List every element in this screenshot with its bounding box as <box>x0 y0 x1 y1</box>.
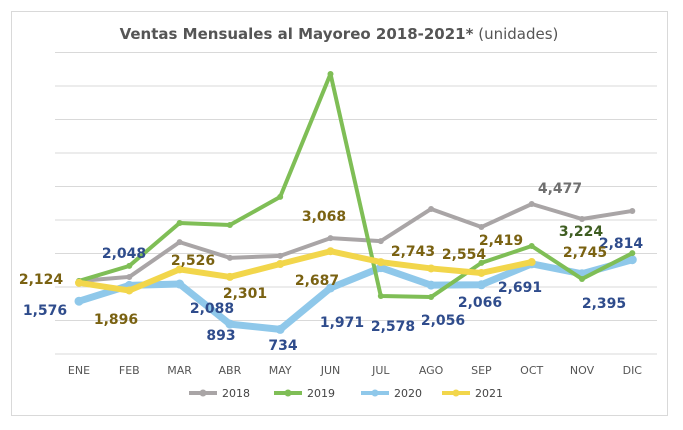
x-tick-label: JUL <box>371 364 390 377</box>
data-point-2020 <box>476 280 486 290</box>
data-point-2020 <box>627 255 637 265</box>
data-point-2018 <box>377 238 384 245</box>
data-point-2018 <box>428 205 435 212</box>
data-point-2021 <box>75 278 83 287</box>
series-line-2018 <box>77 202 635 283</box>
data-label-2021: 2,745 <box>563 245 607 261</box>
data-label-2020: 2,088 <box>190 301 234 317</box>
data-label-2020: 893 <box>206 328 235 344</box>
data-point-2019 <box>377 293 384 300</box>
data-point-2019 <box>579 275 585 282</box>
data-point-2019 <box>176 220 183 227</box>
data-label-2019: 3,224 <box>559 224 604 240</box>
data-point-2018 <box>528 201 535 208</box>
data-point-2019 <box>528 242 535 249</box>
data-point-2019 <box>126 262 133 269</box>
data-label-2020: 2,056 <box>421 313 465 329</box>
series-line-2020 <box>75 256 636 333</box>
data-label-2020: 2,066 <box>458 295 502 311</box>
legend-item-2018: 2018 <box>189 387 250 400</box>
data-label-2021: 2,124 <box>19 272 64 288</box>
legend-item-2021: 2021 <box>442 387 503 400</box>
data-point-2018 <box>478 224 485 231</box>
data-label-2020: 2,691 <box>498 280 542 296</box>
data-label-2020: 1,576 <box>23 303 67 319</box>
legend-marker <box>199 389 207 397</box>
legend-marker <box>371 389 379 397</box>
data-point-2021 <box>427 264 436 273</box>
x-tick-label: AGO <box>419 364 444 377</box>
data-label-2020: 1,971 <box>320 315 364 331</box>
legend-label: 2018 <box>222 387 250 400</box>
legend-label: 2019 <box>307 387 335 400</box>
data-label-2021: 2,526 <box>171 253 215 269</box>
data-label-2021: 1,896 <box>94 312 138 328</box>
data-point-2018 <box>126 273 133 280</box>
data-label-2021: 2,419 <box>479 233 523 249</box>
data-point-2019 <box>629 250 636 257</box>
data-point-2021 <box>326 247 335 256</box>
data-point-2020 <box>74 296 84 306</box>
data-point-2019 <box>428 294 435 301</box>
x-tick-label: FEB <box>119 364 140 377</box>
data-label-2021: 2,743 <box>391 244 435 260</box>
data-point-2021 <box>225 272 234 281</box>
data-point-2021 <box>125 286 134 295</box>
data-point-2021 <box>477 268 486 277</box>
data-label-2020: 2,048 <box>102 246 146 262</box>
x-tick-label: JUN <box>320 364 341 377</box>
x-tick-label: ABR <box>219 364 242 377</box>
legend-marker <box>284 389 292 397</box>
x-tick-label: MAR <box>167 364 192 377</box>
data-point-2021 <box>276 259 285 268</box>
data-point-2021 <box>376 258 385 267</box>
data-point-2020 <box>225 319 235 329</box>
data-point-2018 <box>629 207 636 214</box>
data-point-2021 <box>175 265 184 274</box>
data-label-2020: 734 <box>268 338 297 354</box>
data-label-2021: 2,687 <box>295 273 339 289</box>
x-tick-label: DIC <box>623 364 643 377</box>
data-point-2019 <box>478 259 485 266</box>
data-point-2018 <box>226 254 233 261</box>
data-point-2020 <box>426 280 436 290</box>
x-tick-label: NOV <box>570 364 595 377</box>
data-point-2018 <box>579 215 585 222</box>
series-line-2019 <box>77 71 635 300</box>
data-label-2021: 3,068 <box>302 209 346 225</box>
data-point-2020 <box>326 283 335 293</box>
data-label-2021: 2,554 <box>442 247 487 263</box>
data-point-2020 <box>275 324 285 334</box>
x-tick-label: SEP <box>471 364 492 377</box>
data-point-2018 <box>176 239 183 246</box>
series-line-2021 <box>76 248 535 294</box>
data-label-2021: 2,301 <box>223 286 267 302</box>
chart-subtitle: (unidades) <box>478 25 558 43</box>
data-label-2020: 2,578 <box>371 319 415 335</box>
data-label-2018: 4,477 <box>538 181 582 197</box>
legend-label: 2020 <box>394 387 422 400</box>
legend-label: 2021 <box>475 387 503 400</box>
data-point-2021 <box>527 258 536 267</box>
chart-title-main: Ventas Mensuales al Mayoreo 2018-2021* <box>120 25 474 43</box>
data-point-2018 <box>327 235 334 242</box>
data-point-2019 <box>327 70 334 77</box>
legend-item-2019: 2019 <box>274 387 335 400</box>
data-point-2020 <box>175 279 185 289</box>
data-point-2018 <box>277 252 284 259</box>
data-label-2020: 2,395 <box>582 296 626 312</box>
x-tick-label: OCT <box>520 364 543 377</box>
data-point-2019 <box>226 222 233 229</box>
data-point-2019 <box>277 193 284 200</box>
data-label-2020: 2,814 <box>599 236 644 252</box>
x-tick-label: ENE <box>68 364 90 377</box>
chart-title: Ventas Mensuales al Mayoreo 2018-2021* (… <box>120 25 559 43</box>
x-tick-label: MAY <box>269 364 292 377</box>
legend-item-2020: 2020 <box>361 387 422 400</box>
legend-marker <box>452 389 460 397</box>
